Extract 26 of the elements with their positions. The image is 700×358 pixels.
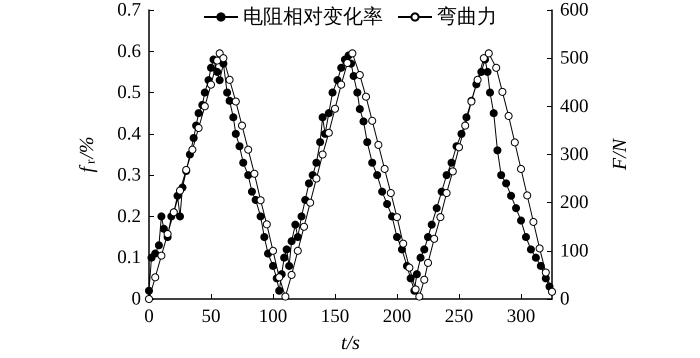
- y-tick-label: 0.2: [117, 206, 141, 227]
- x-tick-label: 50: [202, 306, 220, 327]
- y-tick-label: 0.4: [117, 123, 142, 144]
- x-tick-label: 100: [258, 306, 288, 327]
- legend-label: 弯曲力: [437, 6, 497, 28]
- y2-tick-label: 0: [560, 288, 570, 310]
- y2-tick-label: 100: [560, 240, 588, 262]
- y-tick-label: 0.5: [117, 82, 141, 104]
- y2-tick-label: 600: [560, 0, 588, 20]
- y-tick-label: 0: [132, 288, 141, 310]
- y-tick-label: 0.1: [117, 247, 141, 268]
- y-tick-label: 0.3: [117, 164, 141, 186]
- legend-label: 电阻相对变化率: [243, 6, 383, 28]
- x-tick-label: 300: [506, 306, 536, 327]
- y2-tick-label: 400: [560, 96, 588, 117]
- x-axis-title: t/s: [341, 332, 360, 354]
- y2-tick-label: 500: [560, 48, 588, 69]
- y-axis-title: fr/%: [76, 136, 98, 173]
- x-tick-label: 200: [382, 306, 412, 327]
- y2-tick-label: 200: [560, 192, 588, 214]
- y2-axis-title: F/N: [609, 137, 631, 172]
- y-tick-label: 0.6: [117, 40, 141, 62]
- y2-tick-label: 300: [560, 144, 588, 165]
- y-tick-label: 0.7: [117, 0, 141, 20]
- x-tick-label: 150: [320, 306, 350, 327]
- x-tick-label: 250: [444, 306, 474, 327]
